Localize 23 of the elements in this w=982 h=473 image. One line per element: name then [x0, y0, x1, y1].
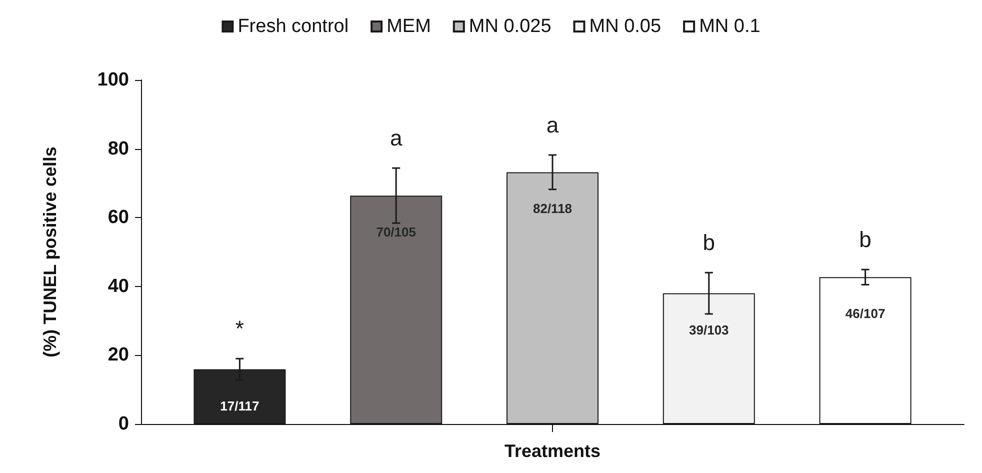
y-tick-label: 100 [97, 70, 129, 90]
y-tick-label: 20 [108, 344, 129, 366]
annotation: * [235, 316, 244, 342]
annotation: a [546, 112, 560, 138]
y-tick-label: 0 [118, 414, 129, 434]
legend-label: MEM [386, 16, 431, 37]
legend-label: Fresh control [238, 16, 349, 37]
y-tick-label: 60 [108, 207, 129, 228]
y-axis-title: (%) TUNEL positive cells [40, 146, 60, 358]
y-tick-label: 40 [108, 276, 129, 297]
legend-label: MN 0.1 [699, 16, 760, 37]
legend-label: MN 0.05 [589, 16, 662, 37]
annotation: b [702, 230, 716, 256]
annotation: a [390, 126, 403, 151]
data-label: 46/107 [845, 306, 886, 322]
data-label: 17/117 [220, 398, 260, 414]
data-label: 82/118 [532, 201, 572, 216]
data-label: 70/105 [376, 224, 416, 240]
annotation: b [859, 227, 872, 252]
data-label: 39/103 [689, 322, 729, 338]
y-tick-label: 80 [108, 138, 129, 160]
legend-label: MN 0.025 [468, 16, 552, 37]
x-axis-title: Treatments [504, 441, 601, 461]
